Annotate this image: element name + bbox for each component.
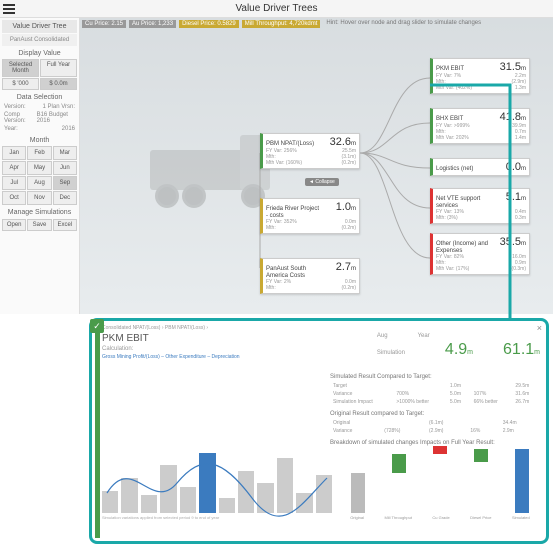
month-oct[interactable]: Oct [2, 191, 26, 205]
month-dec[interactable]: Dec [53, 191, 77, 205]
kpi: Au Price: 1,233 [129, 20, 176, 28]
month-jun[interactable]: Jun [53, 161, 77, 175]
sim-year: 61.1m [503, 341, 540, 359]
calc-label: Calculation: [102, 346, 240, 352]
sidebar-header: Value Driver Tree [2, 20, 77, 33]
node-vte[interactable]: Net VTE support services5.1mFY Var: 13%0… [430, 188, 530, 224]
sidebar-sub[interactable]: PanAust Consolidated [2, 34, 77, 46]
manage-sim-label: Manage Simulations [2, 209, 77, 216]
node-pbm[interactable]: PBM NPAT/(Loss)32.6mFY Var: 256%25.5mMth… [260, 133, 360, 169]
month-nov[interactable]: Nov [27, 191, 51, 205]
month-feb[interactable]: Feb [27, 146, 51, 160]
month-label: Month [2, 137, 77, 144]
period-full-year[interactable]: Full Year [40, 59, 77, 77]
month-apr[interactable]: Apr [2, 161, 26, 175]
month-jul[interactable]: Jul [2, 176, 26, 190]
excel-button[interactable]: Excel [53, 219, 77, 231]
sec1: Simulated Result Compared to Target: [330, 374, 540, 380]
truck-bg [150, 128, 270, 208]
col-aug: Aug [377, 333, 388, 339]
node-bhx[interactable]: BHX EBIT41.8mFY Var: >999%39.9mMth: 0.7m… [430, 108, 530, 144]
node-oth[interactable]: Other (Income) and Expenses35.5mFY Var: … [430, 233, 530, 275]
detail-title: PKM EBIT [102, 333, 240, 344]
display-label: Display Value [2, 50, 77, 57]
month-may[interactable]: May [27, 161, 51, 175]
data-selection-label: Data Selection [2, 94, 77, 101]
sim-label: Simulation [377, 350, 405, 356]
month-mar[interactable]: Mar [53, 146, 77, 160]
open-button[interactable]: Open [2, 219, 26, 231]
month-chart: Simulation variations applied from selec… [102, 443, 332, 533]
node-log[interactable]: Logistics (net)0.0m [430, 158, 530, 176]
save-button[interactable]: Save [27, 219, 51, 231]
month-jan[interactable]: Jan [2, 146, 26, 160]
sim-aug: 4.9m [445, 341, 473, 359]
currency-000[interactable]: $ '000 [2, 78, 39, 90]
month-sep[interactable]: Sep [53, 176, 77, 190]
chart-foot: Simulation variations applied from selec… [102, 515, 332, 520]
sidebar: Value Driver Tree PanAust Consolidated D… [0, 18, 80, 314]
collapse-button[interactable]: ◄ Collapse [305, 178, 339, 186]
period-selected-month[interactable]: Selected Month [2, 59, 39, 77]
month-aug[interactable]: Aug [27, 176, 51, 190]
tree-canvas[interactable]: Cu Price: 2.15Au Price: 1,233Diesel Pric… [80, 18, 553, 314]
calc-formula: Gross Mining Profit/(Loss) – Other Expen… [102, 354, 240, 360]
close-icon[interactable]: × [537, 323, 542, 333]
kpi: Mill Throughput: 4,720kdmt [242, 20, 321, 28]
node-psa[interactable]: PanAust South America Costs2.7mFY Var: 2… [260, 258, 360, 294]
page-title: Value Driver Trees [235, 3, 317, 14]
waterfall-chart: OriginalMill ThroughputCu GradeDiesel Pr… [340, 433, 540, 533]
menu-icon[interactable] [0, 0, 18, 18]
node-pkm[interactable]: PKM EBIT31.5mFY Var: 7%2.2mMth: (2.9m)Mt… [430, 58, 530, 94]
currency-0m[interactable]: $ 0.0m [40, 78, 77, 90]
kpi: Cu Price: 2.15 [82, 20, 126, 28]
sec2: Original Result compared to Target: [330, 411, 540, 417]
node-frp[interactable]: Frieda River Project - costs1.0mFY Var: … [260, 198, 360, 234]
detail-panel: ✓ × Consolidated NPAT/(Loss) › PBM NPAT/… [89, 318, 549, 544]
check-icon: ✓ [90, 319, 104, 333]
col-year: Year [418, 333, 430, 339]
kpi: Diesel Price: 0.5829 [179, 20, 239, 28]
